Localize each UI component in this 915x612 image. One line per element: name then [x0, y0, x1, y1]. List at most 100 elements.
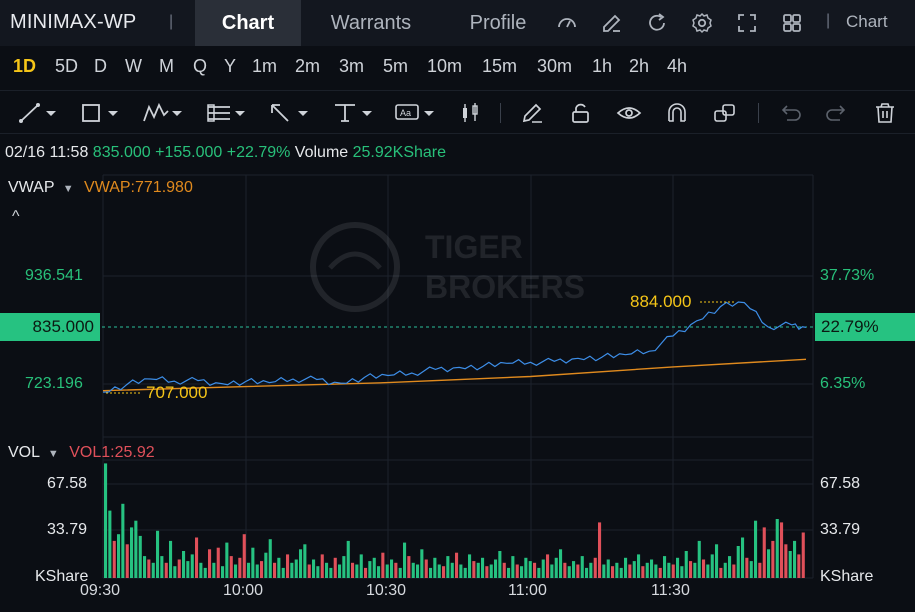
quote-change: +155.000 [155, 144, 223, 161]
undo-icon[interactable] [777, 101, 803, 125]
svg-text:Aa: Aa [400, 108, 411, 118]
volume-bar [758, 562, 762, 578]
volume-bar [472, 561, 476, 578]
timeframe-4h[interactable]: 4h [667, 56, 688, 76]
volume-bar [658, 567, 662, 578]
volume-bar [511, 556, 515, 578]
drawing-toolbar: Aa [0, 90, 915, 134]
volume-bar [229, 556, 233, 578]
volume-bar [736, 546, 740, 578]
volume-bar [628, 564, 632, 578]
unlock-icon[interactable] [568, 101, 594, 125]
gauge-icon[interactable] [555, 11, 579, 35]
magnet-icon[interactable] [664, 101, 690, 125]
volume-bar [663, 556, 667, 578]
ticker-symbol[interactable]: MINIMAX-WP [10, 11, 137, 33]
volume-bar [429, 567, 433, 578]
measure-icon[interactable] [332, 101, 376, 125]
timeframe-y[interactable]: Y [224, 56, 237, 76]
tab-warrants[interactable]: Warrants [330, 12, 412, 34]
volume-dropdown-icon[interactable]: ▼ [47, 448, 59, 460]
time-label: 10:30 [366, 582, 407, 599]
collapse-chevron-icon[interactable]: ^ [12, 208, 20, 225]
timeframe-10m[interactable]: 10m [427, 56, 463, 76]
volume-bar [450, 562, 454, 578]
volume-bar [589, 562, 593, 578]
quote-change-pct: +22.79% [226, 144, 291, 161]
indicator-row: VWAP ▼ VWAP:771.980 [8, 179, 193, 197]
indicator-name[interactable]: VWAP [8, 179, 55, 196]
copy-layers-icon[interactable] [712, 101, 738, 125]
vwap-line [102, 358, 807, 392]
settings-icon[interactable] [690, 11, 714, 35]
volume-bar [745, 557, 749, 578]
volume-bar [619, 567, 623, 578]
timeframe-15m[interactable]: 15m [482, 56, 518, 76]
volume-bar [281, 567, 285, 578]
indicator-value: VWAP:771.980 [84, 179, 193, 196]
volume-bar [728, 556, 732, 578]
volume-bar [485, 566, 489, 578]
volume-bar [390, 559, 394, 578]
volume-bar [715, 544, 719, 578]
volume-bar [732, 564, 736, 578]
timeframe-q[interactable]: Q [193, 56, 208, 76]
volume-bar [338, 564, 342, 578]
edit-icon[interactable] [600, 11, 624, 35]
timeframe-1d[interactable]: 1D [13, 56, 37, 76]
volume-bar [459, 564, 463, 578]
eye-icon[interactable] [616, 101, 642, 125]
pen-icon[interactable] [520, 101, 546, 125]
volume-bar [316, 566, 320, 578]
timeframe-m[interactable]: M [159, 56, 174, 76]
volume-bar [160, 556, 164, 578]
timeframe-1m[interactable]: 1m [252, 56, 278, 76]
timeframe-d[interactable]: D [94, 56, 107, 76]
chart-type-menu[interactable]: Chart [846, 12, 888, 31]
volume-bar [489, 564, 493, 578]
tab-chart[interactable]: Chart [195, 0, 301, 46]
volume-bar [446, 556, 450, 578]
trend-line-icon[interactable] [18, 101, 60, 125]
volume-bar [121, 503, 125, 578]
volume-bar [606, 559, 610, 578]
refresh-icon[interactable] [645, 11, 669, 35]
timeframe-2h[interactable]: 2h [629, 56, 650, 76]
toolbar-separator [500, 103, 501, 123]
rectangle-icon[interactable] [80, 101, 122, 125]
text-tool-icon[interactable]: Aa [394, 101, 438, 125]
volume-bar [767, 549, 771, 578]
arrow-tool-icon[interactable] [268, 101, 312, 125]
timeframe-30m[interactable]: 30m [537, 56, 573, 76]
volume-bar [147, 559, 151, 578]
volume-indicator-name[interactable]: VOL [8, 444, 40, 461]
timeframe-3m[interactable]: 3m [339, 56, 365, 76]
volume-bar [112, 540, 116, 578]
redo-icon[interactable] [824, 101, 850, 125]
volume-bar [710, 554, 714, 578]
timeframe-2m[interactable]: 2m [295, 56, 321, 76]
volume-bar [602, 564, 606, 578]
fullscreen-icon[interactable] [735, 11, 759, 35]
tab-profile[interactable]: Profile [469, 12, 527, 34]
candlestick-icon[interactable] [458, 101, 484, 125]
pattern-icon[interactable] [142, 101, 186, 125]
volume-bar [177, 559, 181, 578]
layout-grid-icon[interactable] [780, 11, 804, 35]
timeframe-5d[interactable]: 5D [55, 56, 79, 76]
volume-bar [719, 567, 723, 578]
indicator-dropdown-icon[interactable]: ▼ [62, 183, 74, 195]
fibonacci-icon[interactable] [205, 101, 249, 125]
volume-bar [407, 556, 411, 578]
timeframe-1h[interactable]: 1h [592, 56, 613, 76]
timeframe-w[interactable]: W [125, 56, 142, 76]
volume-bar [468, 554, 472, 578]
volume-bar [368, 561, 372, 578]
volume-bar [442, 566, 446, 578]
timeframe-5m[interactable]: 5m [383, 56, 409, 76]
volume-bar [416, 564, 420, 578]
trash-icon[interactable] [872, 101, 898, 125]
volume-bar [572, 561, 576, 578]
svg-text:BROKERS: BROKERS [425, 269, 585, 305]
